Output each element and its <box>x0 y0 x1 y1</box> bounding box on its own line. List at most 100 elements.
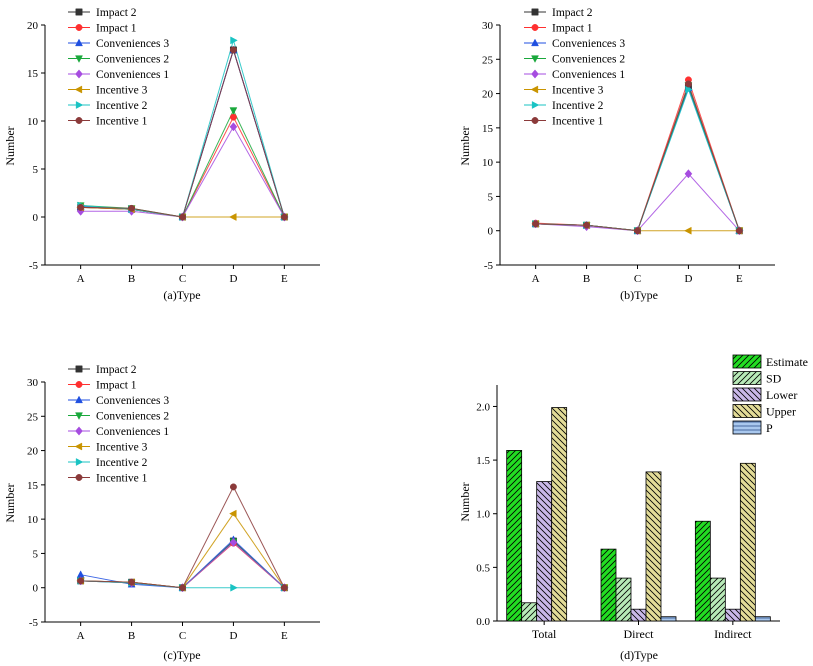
data-point <box>229 213 237 221</box>
line-chart-c: -5 0 5 10 15 20 25 30 A B C D E Impact 2 Impact 1 Conve… <box>27 364 320 642</box>
data-point <box>735 227 743 235</box>
bar-hatch <box>709 577 726 622</box>
legend: Impact 2 Impact 1 Conveniences 3 Convenienc… <box>524 7 625 128</box>
bar-hatch <box>600 548 617 622</box>
data-point <box>230 36 238 45</box>
y-tick-label: -5 <box>484 260 494 272</box>
legend-label: Conveniences 2 <box>96 411 169 423</box>
y-tick-label: 15 <box>27 480 39 492</box>
legend-swatch-hatch <box>732 387 762 402</box>
data-point <box>532 220 540 228</box>
legend-marker <box>531 8 539 16</box>
data-point <box>280 213 288 221</box>
x-tick-label: A <box>532 273 540 285</box>
legend-marker <box>75 55 83 63</box>
y-tick-label: 20 <box>27 20 39 32</box>
y-axis-label: Number <box>3 126 17 165</box>
series-line-1 <box>80 116 285 218</box>
legend-label: Impact 2 <box>96 7 137 19</box>
series-line-6 <box>80 38 285 218</box>
y-tick-label: 0.5 <box>476 562 490 574</box>
legend-marker <box>75 426 83 436</box>
x-tick-label: D <box>229 630 237 642</box>
data-point <box>583 221 591 229</box>
data-point <box>128 204 136 212</box>
legend-label: Conveniences 3 <box>552 38 625 50</box>
legend-marker <box>75 395 83 404</box>
legend-label: Impact 1 <box>552 23 593 35</box>
legend-label: SD <box>766 372 782 386</box>
chart-caption: (d)Type <box>620 648 658 662</box>
legend-label: Incentive 1 <box>96 116 148 128</box>
legend: Estimate SD Lower Upper P <box>732 354 808 435</box>
y-tick-label: 10 <box>27 514 39 526</box>
legend-label: Conveniences 3 <box>96 38 169 50</box>
y-tick-label: -5 <box>29 260 39 272</box>
legend-label: Conveniences 1 <box>96 69 169 81</box>
data-point <box>634 227 641 235</box>
data-point <box>179 213 186 221</box>
legend-marker <box>75 458 84 466</box>
legend-marker <box>75 69 83 79</box>
line-chart-b: -5 0 5 10 15 20 25 30 A B C D E Impact 2 Impact 1 Conve… <box>482 7 775 285</box>
legend-label: Incentive 2 <box>96 100 148 112</box>
legend-marker <box>531 38 539 47</box>
legend-marker <box>75 24 83 31</box>
legend-marker <box>531 55 539 63</box>
y-tick-label: 20 <box>27 446 39 458</box>
legend-label: Conveniences 3 <box>96 395 169 407</box>
chart-caption: (c)Type <box>163 648 200 662</box>
bar-hatch <box>739 462 756 622</box>
series-line-4 <box>80 125 285 218</box>
y-tick-label: -5 <box>29 617 39 629</box>
legend-swatch-hatch <box>732 371 762 385</box>
chart-caption: (b)Type <box>620 288 658 302</box>
chart-caption: (a)Type <box>163 288 200 302</box>
legend-label: Incentive 3 <box>96 442 148 454</box>
chart-panel-c: Number (c)Type <box>3 483 201 662</box>
x-tick-label: A <box>77 630 85 642</box>
y-tick-label: 1.0 <box>476 509 490 521</box>
series-line-1 <box>80 542 285 589</box>
data-point <box>684 80 692 88</box>
legend-marker <box>531 69 539 79</box>
y-tick-label: 1.5 <box>476 455 490 467</box>
data-point <box>684 169 693 179</box>
legend-swatch-hatch <box>732 420 762 435</box>
legend: Impact 2 Impact 1 Conveniences 3 Convenienc… <box>68 7 169 128</box>
y-tick-label: 0 <box>488 226 494 238</box>
y-tick-label: 30 <box>482 20 494 32</box>
data-point <box>685 85 693 94</box>
x-tick-label: A <box>77 273 85 285</box>
legend-label: Lower <box>766 388 797 402</box>
y-tick-label: 15 <box>27 68 39 80</box>
legend-marker <box>75 412 83 420</box>
bar-hatch <box>521 602 538 622</box>
x-tick-label: E <box>736 273 743 285</box>
x-tick-label: B <box>128 630 135 642</box>
y-axis-label: Number <box>3 483 17 522</box>
legend-label: Incentive 2 <box>552 100 604 112</box>
y-tick-label: 10 <box>27 116 39 128</box>
data-point <box>229 537 238 548</box>
series-line-5 <box>80 512 285 589</box>
y-tick-label: 5 <box>488 191 494 203</box>
x-tick-label: B <box>128 273 135 285</box>
legend-marker <box>74 85 83 94</box>
legend-label: Estimate <box>766 355 808 369</box>
x-tick-label: E <box>281 273 288 285</box>
y-tick-label: 25 <box>27 411 39 423</box>
x-tick-label: Total <box>532 627 557 641</box>
series-line-7 <box>80 485 285 589</box>
x-tick-label: Indirect <box>714 627 752 641</box>
legend-label: P <box>766 421 773 435</box>
y-tick-label: 0.0 <box>476 616 490 628</box>
data-point <box>229 509 237 518</box>
legend-label: Impact 1 <box>96 380 137 392</box>
bar-hatch <box>645 471 662 622</box>
legend-marker <box>75 101 84 109</box>
bar-hatch <box>615 577 632 622</box>
legend-label: Conveniences 1 <box>96 426 169 438</box>
bar-hatch <box>551 407 568 622</box>
y-tick-label: 5 <box>33 164 39 176</box>
